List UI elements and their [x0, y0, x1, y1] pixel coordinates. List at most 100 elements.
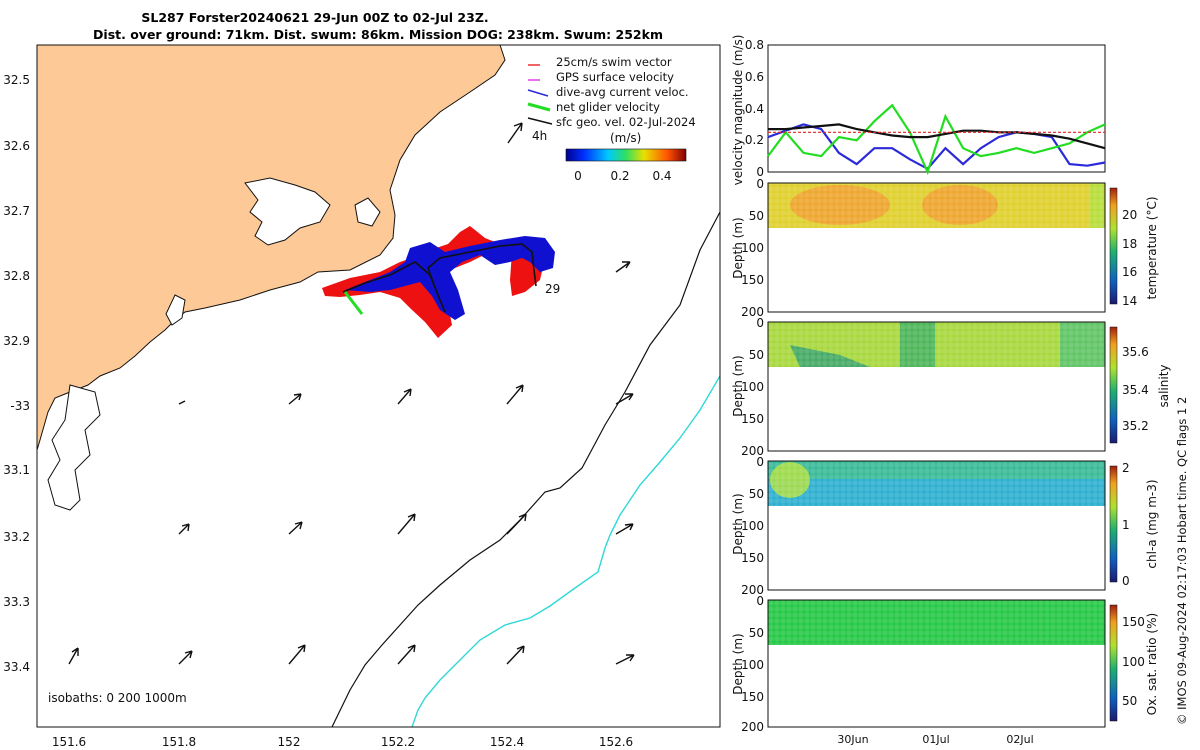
lat-tick: 33.4: [3, 660, 30, 674]
velocity-arrow: [506, 384, 524, 405]
salinity-panel: 35.6 35.4 35.2 salinity Depth (m) 0 50 1…: [731, 316, 1171, 458]
chla-cbtick: 0: [1122, 574, 1130, 588]
depth-tick: 150: [741, 551, 764, 565]
time-xtick: 01Jul: [922, 733, 949, 746]
map-lake-2: [354, 197, 381, 227]
depth-tick: 50: [749, 209, 764, 223]
velocity-arrow: [288, 521, 303, 535]
depth-tick: 150: [741, 273, 764, 287]
depth-tick: 100: [741, 241, 764, 255]
chla-cblabel: chl-a (mg m-3): [1145, 479, 1159, 568]
legend-swatch: [527, 102, 551, 112]
title-line1: SL287 Forster20240621 29-Jun 00Z to 02-J…: [141, 10, 488, 25]
velocity-arrow: [507, 122, 523, 144]
depth-tick: 100: [741, 380, 764, 394]
map-lat-axis: 32.5 32.6 32.7 32.8 32.9 -33 33.1 33.2 3…: [3, 73, 30, 674]
temperature-cblabel: temperature (°C): [1145, 197, 1159, 300]
oxygen-colorbar: [1109, 604, 1118, 722]
salinity-cblabel: salinity: [1157, 364, 1171, 407]
velocity-arrow: [506, 645, 525, 665]
colorbar-tick: 0.2: [610, 169, 629, 183]
depth-tick: 150: [741, 690, 764, 704]
chla-ylabel: Depth (m): [731, 493, 745, 554]
depth-tick: 100: [741, 519, 764, 533]
depth-tick: 50: [749, 487, 764, 501]
legend-swatch: [527, 117, 553, 125]
chla-colorbar: [1109, 465, 1118, 583]
footer-credit: © IMOS 09-Aug-2024 02:17:03 Hobart time.…: [1175, 397, 1189, 725]
vel-ytick: 0: [756, 165, 764, 179]
temperature-colorbar: [1109, 187, 1118, 305]
legend-item-1: GPS surface velocity: [556, 70, 674, 84]
velocity-ylabel: velocity magnitude (m/s): [731, 35, 745, 186]
track-blue-swath: [345, 236, 555, 320]
lon-tick: 152.4: [490, 735, 524, 749]
chla-frame: [767, 460, 1106, 591]
depth-tick: 0: [756, 455, 764, 469]
map-frame: [36, 44, 721, 728]
velocity-arrow: [615, 261, 631, 273]
velocity-series-line-2: [768, 123, 1106, 150]
velocity-arrow: [506, 513, 527, 535]
vel-ytick: 0.4: [745, 102, 764, 116]
temp-cbtick: 18: [1122, 237, 1137, 251]
title-line2: Dist. over ground: 71km. Dist. swum: 86k…: [93, 27, 663, 42]
map-estuary-2: [165, 294, 186, 326]
velocity-arrow: [397, 644, 416, 665]
legend-item-3: net glider velocity: [556, 100, 660, 114]
time-label: 4h: [532, 129, 547, 143]
temp-cbtick: 20: [1122, 208, 1137, 222]
sal-cbtick: 35.4: [1122, 383, 1149, 397]
chla-cbtick: 1: [1122, 518, 1130, 532]
lon-tick: 151.8: [162, 735, 196, 749]
velocity-frame: [767, 44, 1106, 173]
isobath-1000m: [411, 375, 721, 728]
lat-tick: 33.2: [3, 530, 30, 544]
isobaths-label: isobaths: 0 200 1000m: [48, 691, 187, 705]
lat-tick: 32.9: [3, 334, 30, 348]
lon-tick: 152: [278, 735, 301, 749]
velocity-arrow: [178, 400, 186, 405]
sal-cbtick: 35.6: [1122, 345, 1149, 359]
map-lon-axis: 151.6 151.8 152 152.2 152.4 152.6: [52, 735, 633, 749]
temperature-panel: 20 18 16 14 temperature (°C) Depth (m) 0…: [731, 177, 1159, 319]
salinity-frame: [767, 321, 1106, 452]
oxygen-cblabel: Ox. sat. ratio (%): [1145, 613, 1159, 715]
ox-cbtick: 50: [1122, 694, 1137, 708]
lon-tick: 151.6: [52, 735, 86, 749]
depth-tick: 0: [756, 316, 764, 330]
chla-cbtick: 2: [1122, 461, 1130, 475]
velocity-arrow: [397, 388, 412, 405]
time-xtick: 30Jun: [837, 733, 868, 746]
depth-tick: 100: [741, 658, 764, 672]
velocity-arrow: [288, 644, 306, 665]
velocity-arrow: [397, 513, 416, 535]
velocity-arrow: [615, 523, 634, 535]
velocity-arrows: [68, 122, 635, 665]
depth-tick: 200: [741, 444, 764, 458]
map-colorbar: [565, 148, 687, 162]
track-end-label: 29: [545, 282, 560, 296]
lat-tick: 32.6: [3, 139, 30, 153]
velocity-arrow: [615, 654, 635, 665]
velocity-arrow: [288, 393, 302, 405]
salinity-colorbar: [1109, 326, 1118, 444]
colorbar-tick: 0: [574, 169, 582, 183]
depth-tick: 150: [741, 412, 764, 426]
lat-tick: 33.3: [3, 595, 30, 609]
velocity-arrow: [615, 393, 634, 405]
oxygen-panel: 150 100 50 Ox. sat. ratio (%) Depth (m) …: [731, 594, 1159, 746]
vel-ytick: 0.8: [745, 38, 764, 52]
oxygen-dots: [768, 600, 1105, 645]
map-estuary: [47, 384, 101, 511]
depth-tick: 200: [741, 583, 764, 597]
map-panel: 29 4h: [3, 44, 721, 749]
velocity-panel: 0 0.2 0.4 0.6 0.8 velocity magnitude (m/…: [731, 35, 1106, 186]
velocity-arrow: [178, 523, 190, 535]
salinity-dots: [768, 322, 1105, 367]
velocity-series-line-1: [767, 103, 1106, 176]
lat-tick: 32.7: [3, 204, 30, 218]
velocity-lines: [767, 103, 1106, 176]
lat-tick: 32.5: [3, 73, 30, 87]
